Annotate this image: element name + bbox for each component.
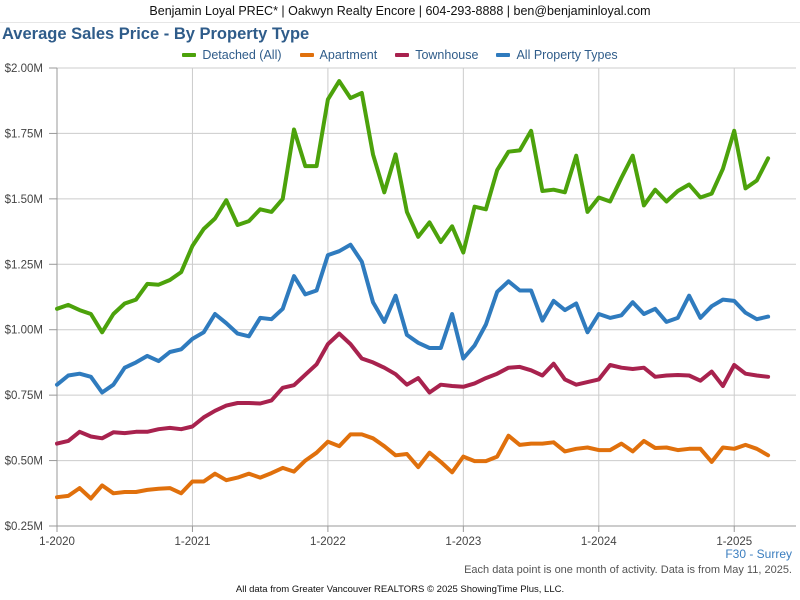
legend-label-all-types: All Property Types xyxy=(516,48,618,62)
legend-label-apartment: Apartment xyxy=(319,48,378,62)
y-tick-label: $1.75M xyxy=(5,128,43,140)
contact-header-text: Benjamin Loyal PREC* | Oakwyn Realty Enc… xyxy=(149,4,651,18)
y-tick-label: $2.00M xyxy=(5,63,43,75)
x-tick-label: 1-2022 xyxy=(310,536,346,548)
x-tick-label: 1-2021 xyxy=(175,536,211,548)
x-tick-label: 1-2020 xyxy=(39,536,75,548)
legend-label-detached: Detached (All) xyxy=(202,48,282,62)
chart-legend: Detached (All) Apartment Townhouse All P… xyxy=(0,46,800,64)
legend-swatch-all-types xyxy=(496,53,511,57)
legend-item-townhouse[interactable]: Townhouse xyxy=(395,46,478,64)
contact-header: Benjamin Loyal PREC* | Oakwyn Realty Enc… xyxy=(0,0,800,23)
footer-credit: All data from Greater Vancouver REALTORS… xyxy=(235,584,565,595)
series-line-apartment xyxy=(55,432,771,501)
legend-swatch-apartment xyxy=(299,53,314,57)
series-line-detached xyxy=(55,79,771,335)
series-line-townhouse xyxy=(55,331,771,446)
legend-swatch-detached xyxy=(182,53,197,57)
x-tick-label: 1-2023 xyxy=(445,536,481,548)
y-tick-label: $0.50M xyxy=(5,456,43,468)
x-tick-label: 1-2024 xyxy=(581,536,617,548)
data-note: Each data point is one month of activity… xyxy=(464,564,792,576)
legend-swatch-townhouse xyxy=(395,53,410,57)
chart-title: Average Sales Price - By Property Type xyxy=(2,25,310,43)
legend-item-all-types[interactable]: All Property Types xyxy=(496,46,618,64)
legend-label-townhouse: Townhouse xyxy=(415,48,479,62)
y-tick-label: $0.25M xyxy=(5,521,43,533)
y-tick-label: $1.50M xyxy=(5,194,43,206)
legend-item-detached[interactable]: Detached (All) xyxy=(182,46,282,64)
x-tick-label: 1-2025 xyxy=(716,536,752,548)
region-label: F30 - Surrey xyxy=(725,547,792,561)
legend-item-apartment[interactable]: Apartment xyxy=(299,46,378,64)
y-tick-label: $1.00M xyxy=(5,325,43,337)
y-tick-label: $0.75M xyxy=(5,390,43,402)
y-tick-label: $1.25M xyxy=(5,259,43,271)
series-line-all-types xyxy=(55,242,771,395)
